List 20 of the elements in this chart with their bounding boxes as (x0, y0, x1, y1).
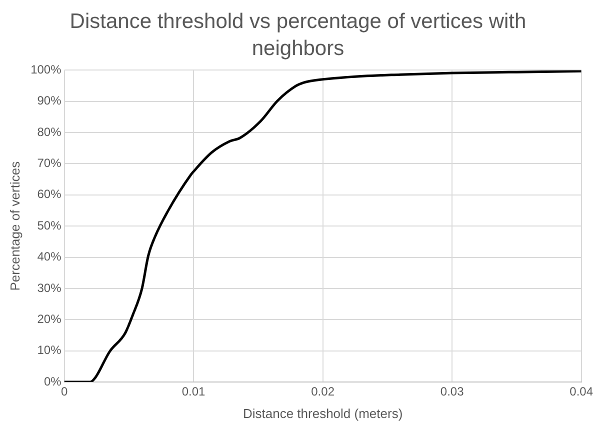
y-tick-label: 50% (37, 218, 62, 232)
y-tick-label: 100% (30, 62, 62, 77)
y-tick-label: 10% (37, 343, 62, 358)
x-tick-label: 0.01 (182, 384, 206, 399)
x-tick-label: 0 (60, 384, 68, 399)
y-tick-label: 20% (37, 312, 62, 326)
line-series (64, 70, 582, 382)
y-tick-label: 90% (37, 94, 62, 108)
y-tick-label: 0% (44, 374, 62, 388)
y-tick-label: 80% (37, 124, 62, 139)
y-tick-label: 70% (37, 156, 62, 170)
y-tick-label: 30% (37, 280, 62, 295)
x-tick-label: 0.03 (440, 384, 464, 399)
y-tick-label: 40% (37, 250, 62, 264)
x-tick-label: 0.02 (311, 384, 335, 399)
chart-title: Distance threshold vs percentage of vertices with neighbors (68, 9, 528, 60)
y-axis-title: Percentage of vertices (7, 160, 22, 291)
y-tick-label: 60% (37, 187, 62, 202)
x-tick-label: 0.04 (570, 384, 594, 399)
x-axis-title: Distance threshold (meters) (242, 406, 403, 421)
